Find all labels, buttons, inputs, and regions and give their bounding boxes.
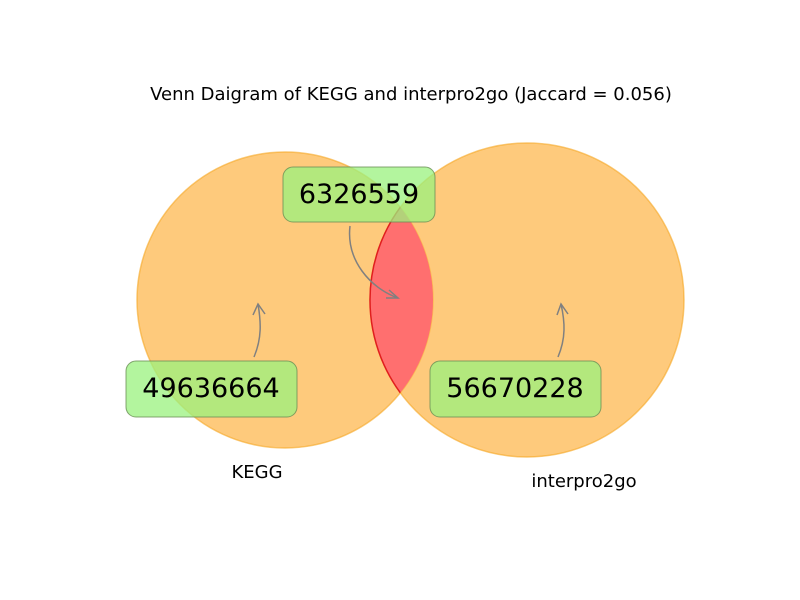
count-box-interpro2go	[429, 360, 602, 418]
chart-title: Venn Daigram of KEGG and interpro2go (Ja…	[150, 84, 672, 105]
arrow-kegg	[253, 303, 261, 358]
arrow-intersection-head	[386, 289, 400, 299]
arrow-intersection	[348, 225, 399, 299]
set-label-kegg: KEGG	[231, 462, 282, 483]
count-kegg-only: 49636664	[142, 373, 279, 404]
count-box-intersection	[282, 166, 436, 223]
count-box-kegg	[125, 360, 298, 418]
set-label-interpro2go: interpro2go	[531, 471, 636, 492]
arrow-interpro2go	[557, 303, 565, 358]
count-intersection: 6326559	[299, 179, 419, 210]
venn-intersection-region	[369, 152, 433, 448]
arrow-interpro2go-head	[556, 302, 569, 316]
count-interpro2go-only: 56670228	[446, 373, 583, 404]
arrow-kegg-head	[252, 302, 266, 316]
